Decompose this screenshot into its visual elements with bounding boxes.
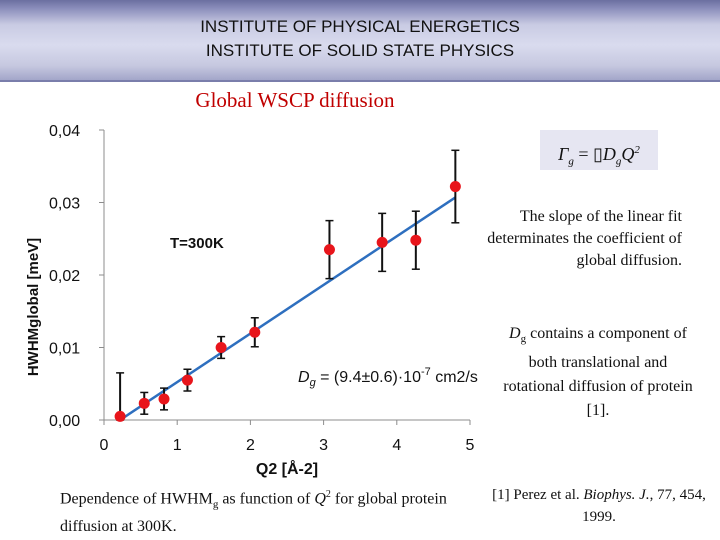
y-tick-label: 0,01	[49, 341, 80, 358]
formula-gamma: Γ	[558, 144, 569, 164]
data-point	[114, 410, 126, 422]
temperature-label: T=300K	[170, 235, 224, 252]
formula-q: Q	[621, 144, 635, 164]
data-point	[138, 397, 150, 409]
x-axis-title: Q2 [Å-2]	[256, 459, 318, 478]
formula-box-glyph: ▯	[593, 144, 603, 164]
reference-journal: Biophys. J.	[583, 487, 650, 503]
reference-note: [1] Perez et al. Biophys. J., 77, 454, 1…	[484, 484, 714, 528]
y-tick-label: 0,03	[49, 196, 80, 213]
data-point	[249, 326, 261, 338]
reference-prefix: [1] Perez et al.	[492, 487, 584, 503]
formula-equals: =	[573, 144, 593, 164]
y-tick-label: 0,04	[49, 123, 80, 140]
slide-title: Global WSCP diffusion	[195, 88, 395, 112]
y-tick-label: 0,02	[49, 268, 80, 285]
figure-caption: Dependence of HWHMg as function of Q2 fo…	[60, 484, 460, 538]
y-axis-title: HWHMglobal [meV]	[25, 238, 42, 376]
header-line-2: INSTITUTE OF SOLID STATE PHYSICS	[205, 41, 515, 60]
data-point	[215, 342, 227, 353]
data-point	[158, 393, 170, 405]
caption-sub: g	[212, 498, 219, 511]
data-point	[323, 244, 335, 256]
slope-note: The slope of the linear fit determinates…	[487, 208, 682, 269]
caption-q: Q	[314, 490, 326, 508]
fit-line	[119, 196, 457, 422]
dg-note-symbol: D	[509, 325, 521, 342]
formula-d: D	[602, 144, 616, 164]
caption-part-b: as function of	[218, 490, 315, 508]
formula-d-sub: g	[615, 155, 622, 168]
header-line-1: INSTITUTE OF PHYSICAL ENERGETICS	[200, 17, 520, 36]
dg-note: Dg contains a component of both translat…	[500, 322, 696, 423]
reference-rest: , 77, 454, 1999.	[582, 487, 706, 525]
x-tick-label: 2	[246, 437, 255, 454]
formula-gamma-sub: g	[568, 155, 574, 168]
data-point	[376, 236, 388, 248]
caption-part-c: for global protein diffusion at 300K.	[60, 490, 447, 535]
formula-q-sup: 2	[634, 144, 640, 156]
caption-part-a: Dependence of HWHM	[60, 490, 213, 508]
x-tick-label: 1	[173, 437, 182, 454]
caption-sup: 2	[325, 489, 331, 500]
formula: Γg = ▯DgQ2	[540, 130, 658, 170]
x-tick-label: 5	[466, 437, 475, 454]
y-tick-label: 0,00	[49, 413, 80, 430]
data-point	[181, 374, 193, 386]
dg-note-text: contains a component of both translation…	[503, 325, 693, 420]
data-point	[410, 234, 422, 246]
data-point	[449, 181, 461, 193]
x-tick-label: 0	[100, 437, 109, 454]
x-tick-label: 3	[319, 437, 328, 454]
dg-note-sub: g	[520, 333, 527, 346]
x-tick-label: 4	[392, 437, 401, 454]
institute-header: INSTITUTE OF PHYSICAL ENERGETICS INSTITU…	[0, 0, 720, 82]
dg-annotation: Dg = (9.4±0.6)·10-7 cm2/s	[298, 366, 478, 389]
